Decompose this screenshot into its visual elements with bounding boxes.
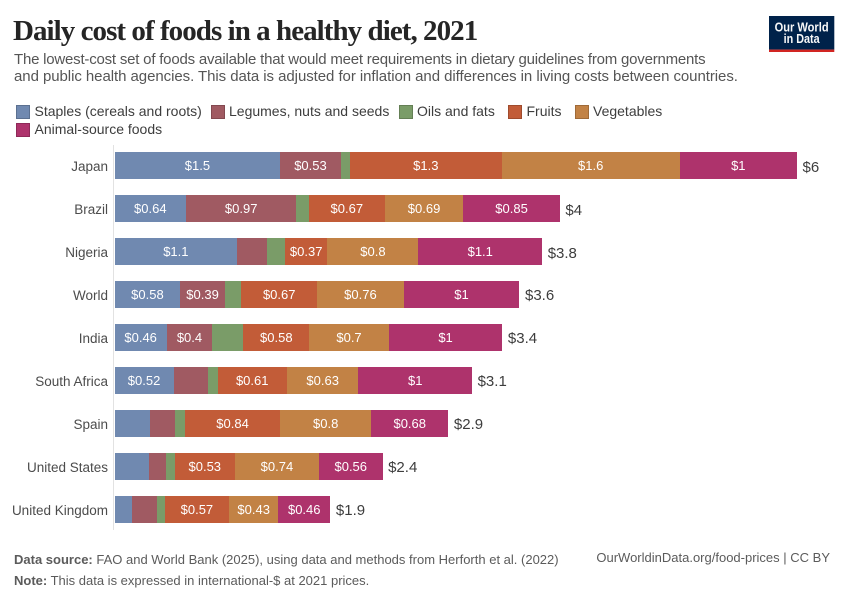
svg-text:in Data: in Data	[784, 31, 821, 46]
svg-text:Our World: Our World	[775, 19, 829, 34]
